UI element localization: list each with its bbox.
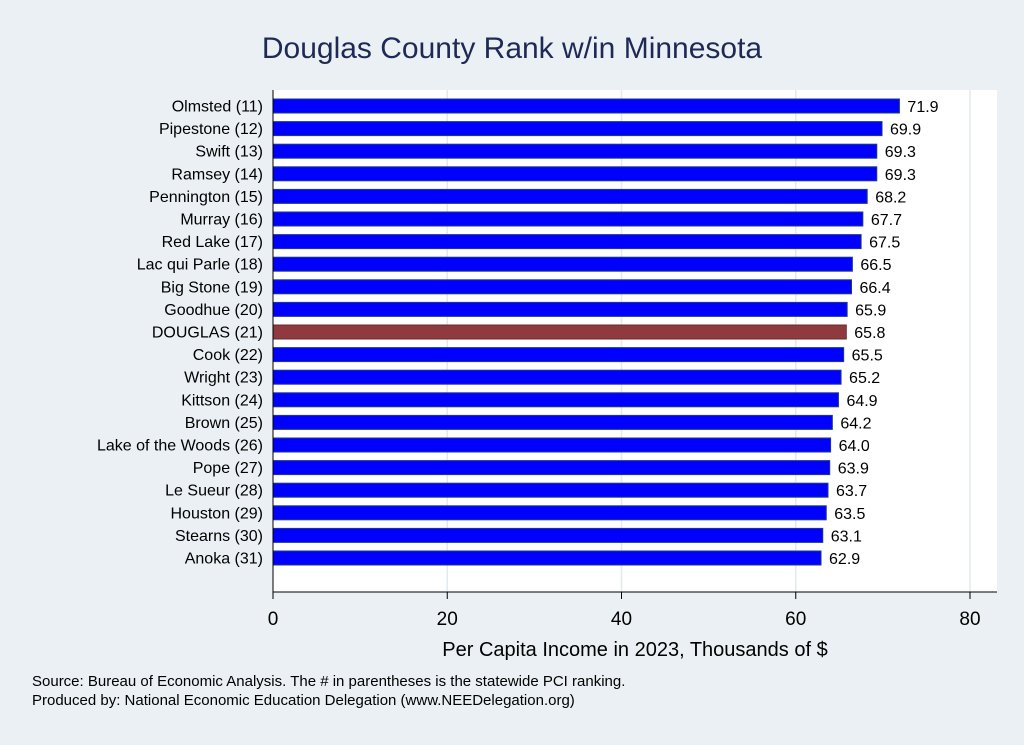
value-label: 67.7: [871, 212, 902, 229]
value-label: 64.0: [839, 438, 870, 455]
source-note: Source: Bureau of Economic Analysis. The…: [32, 673, 626, 690]
bar: [272, 143, 878, 159]
producer-note: Produced by: National Economic Education…: [32, 692, 575, 709]
x-tick-label: 80: [959, 609, 980, 630]
category-label: Ramsey (14): [171, 166, 263, 183]
bar: [272, 437, 832, 453]
value-label: 64.9: [846, 393, 877, 410]
bar: [272, 369, 842, 385]
value-label: 66.5: [860, 257, 891, 274]
category-label: Pope (27): [193, 460, 263, 477]
x-tick-label: 60: [785, 609, 806, 630]
bar: [272, 211, 864, 227]
bar: [272, 347, 845, 363]
category-label: Red Lake (17): [162, 234, 263, 251]
bar: [272, 527, 824, 543]
category-label: Stearns (30): [175, 528, 263, 545]
category-label: Anoka (31): [185, 551, 263, 568]
value-label: 69.3: [885, 144, 916, 161]
bar: [272, 188, 868, 204]
value-label: 63.5: [834, 506, 865, 523]
value-label: 63.9: [838, 461, 869, 478]
value-label: 63.7: [836, 483, 867, 500]
value-label: 69.9: [890, 122, 921, 139]
x-tick-label: 20: [437, 609, 458, 630]
category-label: Goodhue (20): [164, 302, 263, 319]
category-label: Pennington (15): [149, 189, 263, 206]
bar: [272, 121, 883, 137]
value-label: 65.8: [854, 325, 885, 342]
category-label: Olmsted (11): [172, 99, 263, 116]
bar: [272, 279, 853, 295]
category-label: Kittson (24): [181, 392, 263, 409]
value-label: 64.2: [840, 415, 871, 432]
category-label: Houston (29): [171, 505, 264, 522]
value-label: 69.3: [885, 167, 916, 184]
value-label: 65.2: [849, 370, 880, 387]
category-label: Pipestone (12): [159, 121, 263, 138]
category-label: Swift (13): [195, 144, 263, 161]
category-label: Brown (25): [185, 415, 263, 432]
bar: [272, 460, 831, 476]
bar: [272, 505, 827, 521]
value-label: 63.1: [831, 528, 862, 545]
x-axis-label: Per Capita Income in 2023, Thousands of …: [442, 639, 827, 661]
category-label: DOUGLAS (21): [152, 325, 263, 342]
value-label: 62.9: [829, 551, 860, 568]
bar: [272, 98, 900, 114]
bar: [272, 166, 878, 182]
value-label: 65.5: [852, 348, 883, 365]
value-label: 65.9: [855, 302, 886, 319]
category-label: Lac qui Parle (18): [137, 257, 263, 274]
bar: [272, 301, 848, 317]
bar-highlight: [272, 324, 847, 340]
bar: [272, 482, 829, 498]
x-tick-label: 40: [611, 609, 632, 630]
bar: [272, 550, 822, 566]
bar: [272, 414, 833, 430]
bar: [272, 392, 839, 408]
x-tick-label: 0: [268, 609, 279, 630]
category-label: Le Sueur (28): [165, 483, 263, 500]
value-label: 71.9: [907, 99, 938, 116]
bar: [272, 256, 853, 272]
category-label: Cook (22): [193, 347, 263, 364]
chart-title: Douglas County Rank w/in Minnesota: [262, 32, 763, 65]
value-label: 67.5: [869, 235, 900, 252]
category-label: Wright (23): [184, 370, 263, 387]
category-label: Murray (16): [180, 212, 263, 229]
value-label: 66.4: [860, 280, 891, 297]
value-label: 68.2: [875, 189, 906, 206]
bar: [272, 234, 862, 250]
category-label: Big Stone (19): [161, 279, 263, 296]
category-label: Lake of the Woods (26): [97, 438, 263, 455]
